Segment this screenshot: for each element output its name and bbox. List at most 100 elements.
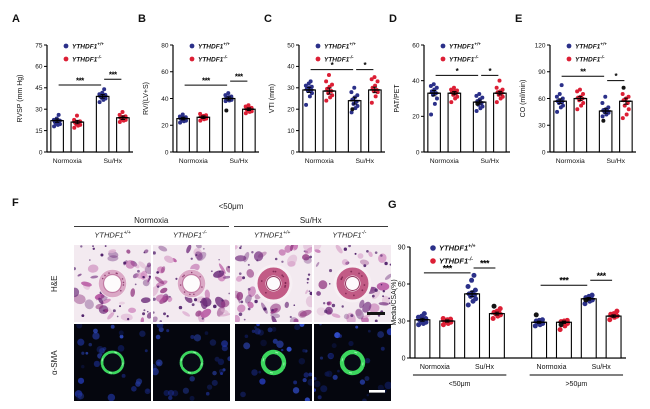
data-point	[304, 102, 309, 107]
data-point-black	[224, 108, 229, 113]
bar	[580, 298, 597, 359]
data-point	[500, 94, 505, 99]
significance-stars: ***	[235, 73, 244, 82]
data-point	[97, 100, 102, 105]
col-label-wt-suhx: YTHDF1+/+	[234, 230, 311, 240]
y-tick-label: 60	[412, 42, 420, 49]
panel-label-e: E	[515, 13, 523, 25]
stain-label-he: H&E	[50, 275, 59, 292]
significance-stars: ***	[109, 71, 118, 80]
data-point	[581, 100, 586, 105]
group-header-suhx: Su/Hx	[233, 216, 388, 227]
y-axis-label: Media/CSA(%)	[391, 279, 398, 325]
data-point	[532, 323, 538, 329]
data-point	[575, 107, 580, 112]
bar	[196, 116, 211, 153]
data-point	[52, 124, 57, 129]
data-point	[472, 287, 478, 293]
data-point	[600, 100, 605, 105]
data-point-black	[621, 85, 626, 90]
legend-dot	[566, 43, 572, 49]
y-tick-label: 60	[161, 69, 169, 76]
legend-dot	[63, 56, 69, 62]
data-point	[560, 96, 565, 101]
data-point	[434, 85, 439, 90]
vessel-lumen	[345, 276, 360, 291]
y-axis-label: RVSP (mm Hg)	[17, 75, 24, 123]
asma-image-row	[74, 324, 391, 401]
data-point	[477, 92, 482, 97]
asma-image-wt-suhx	[235, 324, 312, 401]
vessel-ring	[98, 269, 127, 298]
data-point	[56, 112, 61, 117]
data-point	[373, 83, 378, 88]
asma-image-wt-normoxia	[74, 324, 151, 401]
y-tick-label: 60	[35, 64, 43, 71]
data-point	[469, 277, 475, 283]
data-point	[603, 94, 608, 99]
data-point	[324, 79, 329, 84]
data-point	[494, 85, 499, 90]
group-label: Normoxia	[430, 158, 459, 165]
col-label-ko-suhx: YTHDF1-/-	[311, 230, 388, 240]
legend-dot	[566, 56, 572, 62]
asma-image-ko-normoxia	[153, 324, 230, 401]
group-label: Su/Hx	[230, 158, 249, 165]
data-point	[620, 116, 625, 121]
data-point	[557, 327, 563, 333]
data-point	[432, 101, 437, 106]
bar	[368, 89, 382, 153]
stain-label-asma: α-SMA	[50, 350, 59, 375]
data-point	[369, 77, 374, 82]
y-tick-label: 15	[35, 128, 43, 135]
y-tick-label: 0	[291, 149, 295, 156]
legend-label: YTHDF1-/-	[324, 55, 354, 64]
data-point	[449, 87, 454, 92]
data-point-black	[601, 118, 606, 123]
data-point	[579, 103, 584, 108]
data-point	[352, 85, 357, 90]
legend-dot	[315, 56, 321, 62]
data-point	[373, 94, 378, 99]
data-point	[490, 316, 496, 322]
data-point	[117, 112, 122, 117]
y-tick-label: 60	[538, 96, 546, 103]
y-tick-label: 30	[398, 318, 406, 325]
data-point	[355, 103, 360, 108]
y-tick-label: 0	[165, 149, 169, 156]
data-point	[428, 84, 433, 89]
data-point	[575, 89, 580, 94]
data-point	[554, 94, 559, 99]
legend-label: YTHDF1+/+	[324, 42, 356, 51]
panel-label-c: C	[264, 13, 272, 25]
y-tick-label: 40	[412, 78, 420, 85]
he-image-wt-normoxia	[74, 245, 151, 322]
bar	[427, 92, 441, 153]
data-point	[451, 85, 456, 90]
legend-dot	[430, 245, 436, 251]
data-point-black	[533, 312, 539, 318]
group-label: Normoxia	[420, 364, 450, 371]
data-point	[624, 112, 629, 117]
data-point	[577, 87, 582, 92]
legend-label: YTHDF1+/+	[439, 244, 475, 253]
data-point	[421, 311, 427, 317]
data-point	[465, 283, 471, 289]
y-tick-label: 45	[35, 85, 43, 92]
genotype-columns-normoxia: YTHDF1+/+ YTHDF1-/-	[74, 230, 229, 240]
data-point	[449, 100, 454, 105]
data-point	[440, 316, 446, 322]
significance-stars: *	[614, 72, 618, 81]
vessel-lumen	[181, 273, 202, 294]
y-tick-label: 40	[287, 64, 295, 71]
y-tick-label: 60	[398, 281, 406, 288]
genotype-base: YTHDF1	[253, 230, 284, 240]
bar	[95, 95, 110, 153]
data-point	[308, 79, 313, 84]
data-point	[100, 90, 105, 95]
vessel-size-header: <50μm	[218, 202, 244, 211]
data-point	[581, 92, 586, 97]
significance-stars: ***	[559, 276, 569, 286]
size-group-label: <50μm	[449, 381, 471, 388]
y-axis-label: VTI (mm)	[269, 84, 276, 113]
